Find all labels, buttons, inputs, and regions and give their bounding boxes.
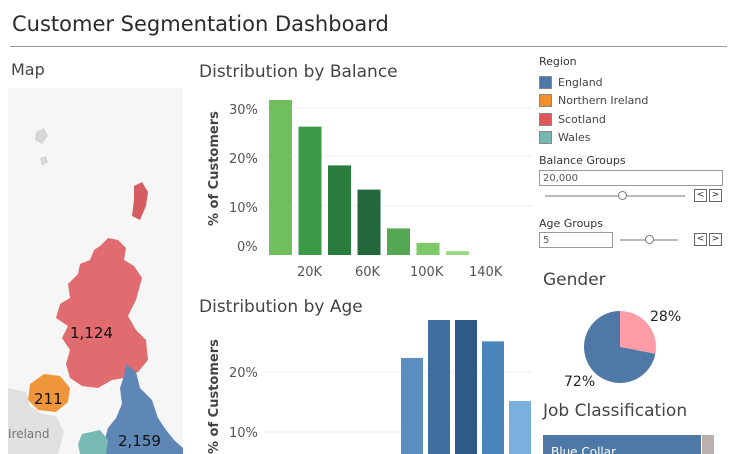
balance-xtick: 100K: [410, 265, 444, 280]
job-classification-title: Job Classification: [543, 401, 688, 421]
age-groups-input[interactable]: [539, 232, 613, 248]
legend-swatch: [539, 94, 552, 108]
balance-groups-next-button[interactable]: >: [709, 189, 722, 202]
balance-ytick: 30%: [229, 103, 258, 118]
map-region-england[interactable]: [100, 364, 183, 454]
legend-label: Wales: [558, 131, 591, 145]
age-y-axis-label: % of Customers: [207, 339, 222, 454]
gender-title: Gender: [543, 270, 606, 290]
bar-6[interactable]: [446, 251, 469, 255]
balance-chart[interactable]: % of Customers 30% 20% 10% 0% 20K 60K 10…: [196, 86, 532, 286]
legend-swatch: [539, 131, 552, 145]
age-groups-slider-thumb[interactable]: [645, 235, 654, 244]
legend-item-england[interactable]: England: [539, 73, 648, 92]
balance-ytick: 20%: [229, 152, 258, 167]
gender-slice-label: 72%: [564, 374, 595, 390]
legend-label: Scotland: [558, 112, 606, 126]
age-groups-prev-button[interactable]: <: [694, 233, 707, 246]
bar-5[interactable]: [416, 242, 440, 255]
age-groups-next-button[interactable]: >: [709, 233, 722, 246]
legend-item-northern-ireland[interactable]: Northern Ireland: [539, 92, 648, 111]
legend-title: Region: [539, 55, 577, 68]
map-title: Map: [11, 60, 45, 79]
age-chart-title: Distribution by Age: [199, 297, 363, 317]
bar-1[interactable]: [298, 126, 322, 255]
balance-groups-slider[interactable]: [545, 195, 685, 197]
bar-2[interactable]: [328, 165, 351, 255]
age-groups-title: Age Groups: [539, 217, 603, 230]
map-shape-shetland: [35, 128, 48, 144]
balance-xtick: 60K: [355, 265, 381, 280]
gender-slice-label: 28%: [650, 309, 681, 325]
job-bar-blue-collar[interactable]: Blue Collar: [543, 435, 701, 454]
map-svg[interactable]: 1,124 211 Ireland 2,159: [8, 88, 183, 454]
balance-xtick: 140K: [469, 265, 503, 280]
bar-3[interactable]: [357, 189, 381, 255]
balance-groups-input[interactable]: [539, 170, 723, 186]
map-region-scotland[interactable]: [56, 238, 148, 388]
map-shape-north-islands: [132, 182, 148, 220]
bar-0[interactable]: [269, 100, 292, 255]
job-bar-other[interactable]: [702, 435, 714, 454]
map-shape-orkney: [40, 156, 48, 166]
map-region-wales[interactable]: [78, 430, 108, 454]
region-map[interactable]: 1,124 211 Ireland 2,159: [8, 88, 183, 454]
legend-swatch: [539, 112, 552, 126]
legend-item-wales[interactable]: Wales: [539, 129, 648, 148]
balance-groups-slider-thumb[interactable]: [618, 191, 627, 200]
gender-slice-0[interactable]: [620, 311, 656, 354]
age-ytick: 10%: [229, 426, 258, 441]
bar-2[interactable]: [455, 320, 477, 454]
balance-y-axis-label: % of Customers: [207, 111, 222, 226]
age-chart[interactable]: % of Customers 20% 10%: [196, 320, 532, 454]
legend-label: Northern Ireland: [558, 94, 649, 108]
dashboard-title: Customer Segmentation Dashboard: [12, 12, 389, 36]
bar-1[interactable]: [428, 320, 450, 454]
balance-chart-title: Distribution by Balance: [199, 62, 398, 82]
balance-ytick: 0%: [237, 240, 258, 255]
map-label-ireland: Ireland: [8, 427, 50, 441]
legend-swatch: [539, 75, 552, 89]
bar-3[interactable]: [482, 341, 504, 454]
map-label-northern-ireland: 211: [34, 390, 63, 408]
map-shape-ireland: [8, 388, 64, 454]
title-divider: [10, 46, 727, 47]
bar-0[interactable]: [401, 357, 423, 454]
bar-4[interactable]: [509, 401, 531, 454]
balance-xtick: 20K: [297, 265, 323, 280]
map-label-england: 2,159: [118, 432, 161, 450]
map-region-northern-ireland[interactable]: [28, 374, 70, 412]
balance-groups-title: Balance Groups: [539, 154, 626, 167]
legend-item-scotland[interactable]: Scotland: [539, 110, 648, 129]
age-ytick: 20%: [229, 366, 258, 381]
map-label-scotland: 1,124: [70, 324, 113, 342]
region-legend: Region England Northern Ireland Scotland…: [539, 55, 648, 147]
balance-groups-prev-button[interactable]: <: [694, 189, 707, 202]
gender-slice-1[interactable]: [584, 311, 656, 383]
legend-label: England: [558, 75, 603, 89]
bar-4[interactable]: [387, 228, 410, 255]
gender-pie-chart[interactable]: 28% 72%: [560, 295, 710, 390]
balance-ytick: 10%: [229, 201, 258, 216]
